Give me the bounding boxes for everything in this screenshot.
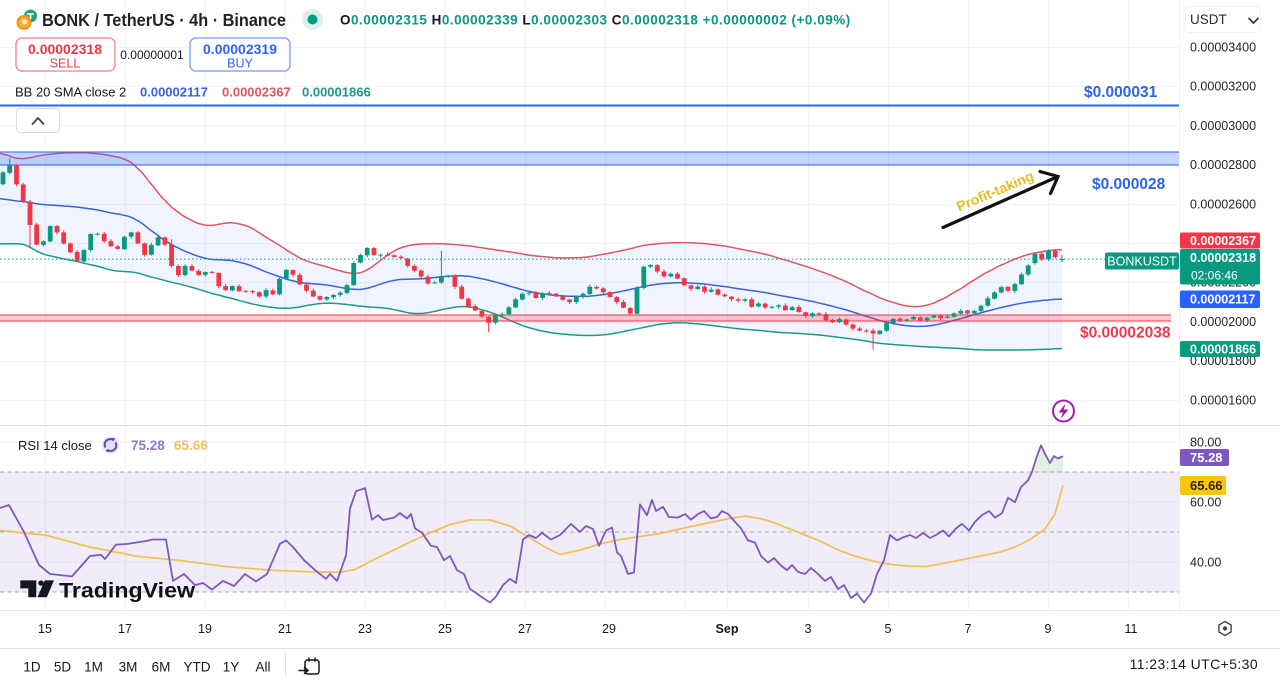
svg-text:17: 17 (118, 622, 132, 636)
svg-text:15: 15 (38, 622, 52, 636)
svg-text:0.00002800: 0.00002800 (1190, 158, 1256, 172)
svg-text:BONK / TetherUS · 4h · Binance: BONK / TetherUS · 4h · Binance (42, 10, 286, 30)
svg-text:$0.000031: $0.000031 (1084, 84, 1158, 101)
svg-text:5D: 5D (54, 660, 72, 675)
svg-text:0.00000001: 0.00000001 (120, 48, 184, 62)
svg-text:29: 29 (602, 622, 616, 636)
svg-text:0.00002319: 0.00002319 (203, 41, 277, 57)
svg-text:25: 25 (438, 622, 452, 636)
svg-text:BUY: BUY (227, 57, 253, 71)
svg-text:0.00003200: 0.00003200 (1190, 80, 1256, 94)
svg-text:0.00002318: 0.00002318 (1190, 251, 1256, 265)
svg-text:1M: 1M (84, 660, 103, 675)
svg-text:65.66: 65.66 (174, 438, 208, 453)
svg-text:65.66: 65.66 (1190, 478, 1223, 493)
svg-text:19: 19 (198, 622, 212, 636)
svg-text:23: 23 (358, 622, 372, 636)
svg-text:75.28: 75.28 (1190, 450, 1223, 465)
svg-text:SELL: SELL (50, 57, 81, 71)
svg-text:0.00002367: 0.00002367 (222, 85, 291, 100)
svg-text:0.00002600: 0.00002600 (1190, 197, 1256, 211)
svg-text:80.00: 80.00 (1190, 436, 1221, 450)
svg-text:0.00002318: 0.00002318 (28, 41, 102, 57)
svg-text:Sep: Sep (716, 622, 739, 636)
svg-text:YTD: YTD (184, 660, 211, 675)
svg-text:USDT: USDT (1190, 12, 1227, 27)
svg-text:0.00001600: 0.00001600 (1190, 393, 1256, 407)
svg-text:O0.00002315 H0.00002339 L0.000: O0.00002315 H0.00002339 L0.00002303 C0.0… (340, 13, 851, 28)
svg-text:BB 20 SMA close 2: BB 20 SMA close 2 (15, 85, 126, 100)
svg-text:6M: 6M (152, 660, 171, 675)
svg-text:11:23:14 UTC+5:30: 11:23:14 UTC+5:30 (1130, 656, 1258, 672)
svg-text:1D: 1D (23, 660, 41, 675)
svg-text:60.00: 60.00 (1190, 496, 1221, 510)
svg-text:3M: 3M (119, 660, 138, 675)
svg-text:$0.00002038: $0.00002038 (1080, 325, 1171, 342)
svg-text:7: 7 (965, 622, 972, 636)
svg-text:3: 3 (805, 622, 812, 636)
svg-text:0.00003000: 0.00003000 (1190, 119, 1256, 133)
svg-text:0.00001866: 0.00001866 (1190, 343, 1256, 357)
svg-text:9: 9 (1045, 622, 1052, 636)
svg-text:27: 27 (518, 622, 532, 636)
svg-text:0.00002367: 0.00002367 (1190, 234, 1256, 248)
svg-text:40.00: 40.00 (1190, 556, 1221, 570)
svg-text:BONKUSDT: BONKUSDT (1107, 255, 1177, 269)
svg-text:All: All (255, 660, 270, 675)
svg-text:TradingView: TradingView (59, 579, 195, 603)
svg-text:75.28: 75.28 (131, 438, 165, 453)
svg-text:$0.000028: $0.000028 (1092, 176, 1166, 193)
svg-text:1Y: 1Y (223, 660, 240, 675)
svg-text:02:06:46: 02:06:46 (1191, 269, 1238, 283)
svg-text:0.00002117: 0.00002117 (1190, 293, 1255, 307)
svg-text:21: 21 (278, 622, 292, 636)
svg-text:11: 11 (1125, 622, 1138, 636)
svg-text:0.00003400: 0.00003400 (1190, 41, 1256, 55)
svg-text:RSI 14 close: RSI 14 close (18, 438, 92, 453)
svg-text:0.00002117: 0.00002117 (140, 85, 208, 100)
svg-text:5: 5 (885, 622, 892, 636)
svg-text:0.00001800: 0.00001800 (1190, 354, 1256, 368)
svg-text:0.00002000: 0.00002000 (1190, 315, 1256, 329)
svg-text:0.00001866: 0.00001866 (302, 85, 371, 100)
